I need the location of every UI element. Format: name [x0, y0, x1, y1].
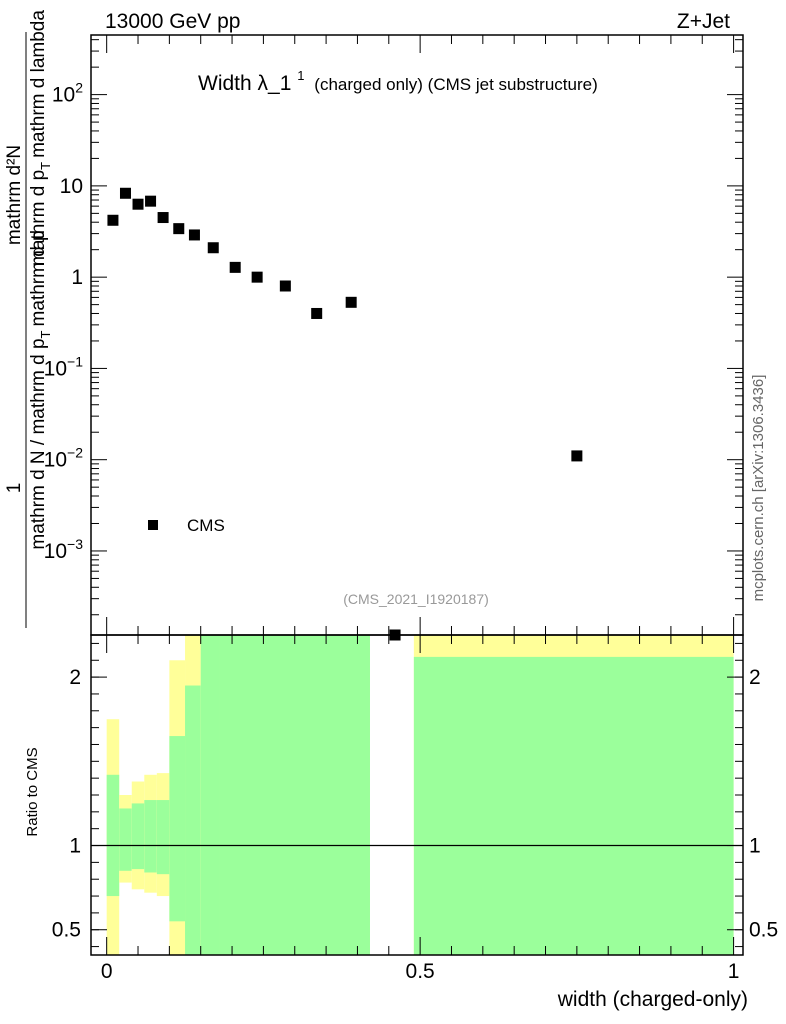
ratio-band-inner-4	[156, 800, 170, 875]
header-process-label: Z+Jet	[677, 10, 730, 33]
ratio-band-inner-5	[169, 736, 186, 922]
cms-data-point-11	[311, 307, 323, 319]
cms-data-point-3	[145, 195, 157, 207]
legend: CMS	[148, 516, 225, 535]
ratio-band-inner-2	[131, 803, 145, 870]
main-frame	[90, 34, 744, 636]
main-y-tick-label-0: 10−3	[44, 536, 84, 563]
ylabel-numerator: 1	[4, 483, 25, 494]
cms-data-point-13	[389, 629, 401, 641]
ylabel-rhs-numerator: mathrm d²N	[4, 145, 25, 245]
cms-data-point-14	[571, 450, 583, 462]
cms-data-point-9	[251, 271, 263, 283]
cms-data-point-0	[107, 214, 119, 226]
cms-data-point-1	[119, 187, 131, 199]
ratio-bands	[106, 635, 734, 955]
main-y-axis-label: 1 mathrm d N / mathrm d pTmathrm d p mat…	[4, 10, 53, 628]
ylabel-denominator: mathrm d N / mathrm d pTmathrm d p	[28, 230, 53, 549]
main-y-tick-label-2: 10−1	[44, 353, 84, 380]
main-y-tick-label-5: 102	[52, 80, 83, 107]
header-energy-label: 13000 GeV pp	[105, 10, 240, 33]
cms-data-point-8	[229, 261, 241, 273]
ratio-y-tick-label-left-2: 2	[69, 666, 81, 689]
legend-label-cms: CMS	[187, 516, 225, 535]
ratio-y-tick-label-right-1: 1	[749, 835, 761, 858]
ratio-axes: 0.5 0.5 1 1 2 2 0 0.5 1	[52, 35, 778, 983]
title-suffix: (charged only) (CMS jet substructure)	[314, 75, 597, 94]
title-superscript: 1	[297, 68, 304, 83]
analysis-tag: (CMS_2021_I1920187)	[343, 591, 489, 607]
ratio-band-inner-7	[200, 635, 220, 955]
ratio-band-inner-1	[119, 808, 132, 871]
cms-data-point-12	[345, 296, 357, 308]
ratio-y-tick-label-left-0: 0.5	[52, 919, 81, 942]
x-tick-label-2: 1	[728, 960, 740, 983]
main-y-tick-label-4: 10	[60, 175, 83, 198]
ratio-band-inner-6	[185, 685, 201, 955]
cms-data-point-10	[279, 280, 291, 292]
main-plot-title: Width λ_1 1 (charged only) (CMS jet subs…	[198, 62, 598, 95]
ratio-y-tick-label-left-1: 1	[69, 835, 81, 858]
legend-marker-cms	[148, 520, 158, 530]
x-tick-label-1: 0.5	[406, 960, 435, 983]
title-text: Width λ_1	[198, 72, 291, 95]
cms-data-point-2	[132, 198, 144, 210]
ratio-band-inner-8	[219, 635, 370, 955]
ratio-band-inner-0	[106, 774, 120, 897]
ratio-band-inner-3	[144, 800, 157, 873]
x-tick-label-0: 0	[101, 960, 113, 983]
main-axes: 10−3 10−2 10−1 1 10 102	[44, 34, 744, 636]
x-axis-label: width (charged-only)	[557, 988, 748, 1011]
ylabel-rhs-denominator: mathrm d pTmathrm d lambda	[28, 10, 53, 266]
ratio-band-inner-9	[413, 656, 734, 955]
main-points	[107, 187, 583, 641]
mcplots-side-label: mcplots.cern.ch [arXiv:1306.3436]	[750, 375, 767, 602]
cms-data-point-6	[188, 229, 200, 241]
cms-data-point-7	[207, 242, 219, 254]
cms-data-point-5	[173, 223, 185, 235]
main-y-tick-label-1: 10−2	[44, 445, 84, 472]
ratio-y-tick-label-right-0: 0.5	[749, 919, 778, 942]
ratio-y-axis-label: Ratio to CMS	[24, 747, 41, 836]
cms-data-point-4	[157, 212, 169, 224]
ratio-y-tick-label-right-2: 2	[749, 666, 761, 689]
main-y-tick-label-3: 1	[71, 266, 83, 289]
